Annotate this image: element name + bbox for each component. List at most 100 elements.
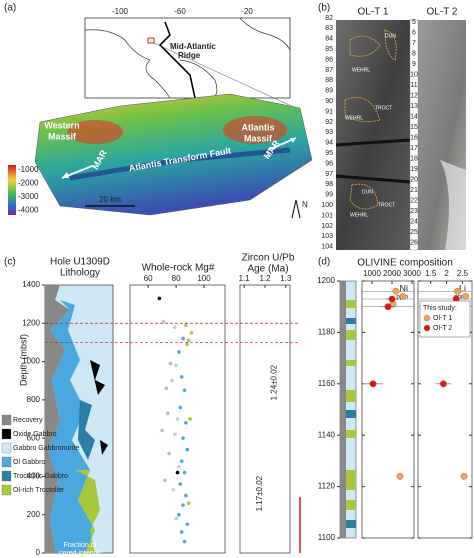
legend-label: Ol-T 1 [433,315,452,322]
x-tick-label: 80 [172,274,181,283]
point [167,451,171,456]
ni-frame [361,280,415,539]
ridge [158,21,196,99]
colorbar [8,165,16,215]
point [172,432,177,437]
x-tick-label: 2.5 [457,269,469,278]
core-depth: 99 [325,192,333,199]
troctolite-strip [346,300,356,510]
legend-label: Gabbro Gabbronorite [13,445,79,452]
massif-label: Western [44,120,79,130]
axis-title: Depth (mbsf) [18,334,28,386]
massif-label: Massif [48,131,77,141]
fault-trough [69,147,291,181]
point [462,293,470,300]
point [184,493,188,498]
core-depth: 20 [410,176,418,183]
point [177,465,181,469]
colorbar-tick: -2000 [18,179,39,188]
legend-label: Ol Gabbro [13,459,45,466]
colorbar-tick: -1000 [18,165,39,174]
panel-label: (d) [318,257,330,268]
core-depth: 93 [325,129,333,136]
y-tick-label: 1000 [22,357,40,366]
legend-swatch [1,456,12,468]
core-depth: 85 [325,46,333,53]
lon-tick: -60 [174,7,186,16]
x-tick-label: 1.5 [425,269,437,278]
core-depth: 90 [325,98,333,105]
location-box [147,37,155,44]
core-depth: 19 [410,166,418,173]
point [178,482,183,486]
point [164,386,169,391]
troctolitic-gabbro-area [78,400,95,460]
core-depth: 101 [321,212,333,219]
core-depth: 86 [325,56,333,63]
age-label: 1.17±0.02 [255,475,264,511]
core-depth: 97 [325,171,333,178]
core-depth: 100 [321,202,333,209]
core-depth: 12 [410,92,418,99]
colorbar-tick: -4000 [18,206,39,215]
legend-label: Ol-rich Troctolite [13,487,64,494]
point [182,539,187,544]
core-depth: 17 [410,145,418,152]
core-depth: 94 [325,140,333,147]
point [172,325,177,329]
legend-swatch [1,414,12,426]
core-title: OL-T 2 [427,7,458,18]
rock-label: TROCT [375,105,392,111]
panel-label: (c) [4,257,16,268]
core-depth: 103 [321,233,333,240]
rock-label: WEHRL [345,115,363,121]
point [181,436,185,440]
x-tick-label: 3000 [403,269,421,278]
north-label: N [302,200,308,209]
core-depth: 92 [325,119,333,126]
rock-label: WEHRL [350,212,368,218]
point [179,530,184,534]
point [177,350,181,354]
core-depth: 25 [410,229,418,236]
point [440,380,447,388]
mg-frame [129,284,226,554]
rock-label: DUN [385,33,396,39]
core-depth: 83 [325,25,333,32]
ol-gabbro-area [48,300,95,553]
axis-title: Whole-rock Mg# [142,263,215,274]
y-tick-label: 1140 [318,430,336,439]
lon-tick: -100 [112,7,129,16]
core-depth: 96 [325,160,333,167]
point [460,472,468,480]
x-tick-label: 60 [144,274,153,283]
coastline [179,59,218,99]
y-tick-label: 800 [27,395,41,404]
y-tick-label: 0 [36,548,41,557]
colorbar-tick: -3000 [18,192,39,201]
core-depth: 13 [410,103,418,110]
core-depth: 82 [325,15,333,22]
core-depth: 9 [412,61,416,68]
point [163,478,167,483]
point [157,296,162,301]
core-depth: 23 [410,208,418,215]
legend-swatch [1,442,12,454]
panel-label: (b) [318,3,330,14]
rock-label: WEHRL [352,67,370,73]
core-depth: 98 [325,181,333,188]
y-tick-label: 200 [27,510,41,519]
point [179,375,184,379]
point [186,338,191,343]
y-tick-label: 1200 [317,276,335,285]
core-depth: 88 [325,77,333,84]
domain-outline [344,29,397,210]
point [399,293,407,300]
point [189,331,194,335]
y-tick-label: 1160 [318,379,336,388]
core-depth: 89 [325,88,333,95]
legend-swatch [1,484,12,496]
core-depth: 84 [325,36,333,43]
point [177,512,181,517]
point [184,323,188,328]
